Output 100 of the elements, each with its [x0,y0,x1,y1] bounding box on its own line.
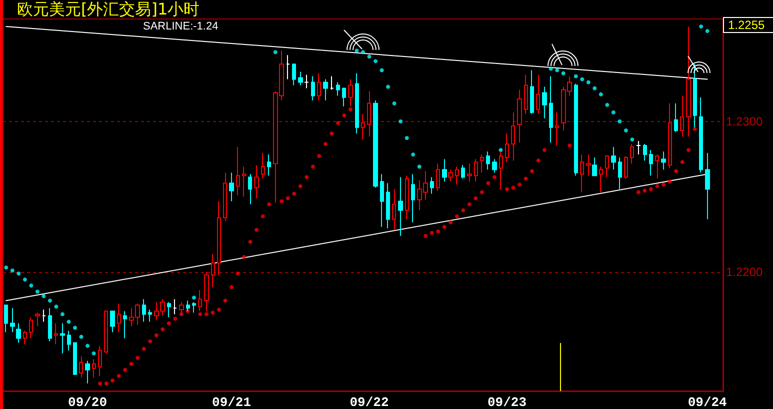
candlestick [455,166,459,186]
candlestick [248,174,252,205]
candlestick [668,102,672,169]
chart-title: 欧元美元[外汇交易]1小时 [17,0,200,18]
candlestick [286,54,290,80]
candlestick [505,132,509,163]
y-tick-label: 1.2300 [726,114,764,128]
candlestick [605,156,609,178]
candlestick [661,151,666,170]
candlestick [304,74,309,89]
candlestick [142,298,146,322]
candlestick [361,113,365,140]
candlestick [405,175,409,220]
candlestick [16,322,21,344]
candlestick [29,316,33,339]
candlestick [167,302,171,318]
candlestick [542,86,547,119]
candlestick [511,112,515,162]
candlestick [98,345,102,376]
candlestick [261,152,265,180]
candlestick [35,312,40,327]
candlestick [323,78,328,101]
candlestick [492,158,497,174]
candlestick [461,164,465,180]
candlestick [311,76,315,101]
candlestick [48,308,52,342]
candlestick [54,322,58,345]
candlestick [517,89,522,143]
candlestick [524,74,528,114]
candlestick [373,100,378,188]
candlestick [467,163,472,182]
candlestick [104,310,108,354]
text: 1.2255 [728,18,766,32]
candlestick [85,360,90,384]
x-tick-label: 09/23 [487,395,527,409]
candlestick [448,169,453,182]
candlestick [592,157,597,176]
candlestick [486,151,490,170]
candlestick [480,154,484,174]
candlestick [67,330,71,351]
candlestick [699,96,703,174]
candlestick [211,253,215,288]
candlestick [60,322,65,354]
candlestick [192,302,196,314]
x-tick-label: 09/20 [68,395,108,409]
candlestick [186,300,190,312]
candlestick [580,154,584,193]
candlestick [204,272,209,312]
candlestick [355,72,359,134]
candlestick [705,152,710,220]
candlestick [292,64,296,86]
candlestick [599,166,603,193]
x-tick-label: 09/21 [212,395,252,409]
candlestick [236,146,240,196]
candlestick [110,310,115,333]
candlestick [474,158,478,182]
candlestick [411,174,415,223]
candlestick [611,146,616,170]
candlestick [655,154,659,180]
candlestick [624,156,628,180]
candlestick [79,356,83,378]
candlestick [649,150,653,176]
candlestick [398,176,403,236]
candlestick [73,342,77,375]
candlestick [442,158,447,182]
candlestick [148,309,152,322]
candlestick [92,358,96,378]
candlestick [680,95,684,137]
y-tick-label: 1.2200 [726,265,764,280]
candlestick [23,330,27,345]
candlestick [123,310,127,339]
candlestick [229,172,234,202]
candlestick [549,76,553,143]
candlestick [686,26,691,137]
candlestick [392,188,396,230]
candlestick [267,154,271,176]
candlestick [430,176,434,194]
x-tick-label: 09/24 [688,395,728,409]
candlestick [380,174,384,228]
candlestick [530,70,534,114]
candlestick [173,298,177,315]
candlestick [317,72,321,101]
candlestick [10,308,15,333]
annotation: SARLINE:-1.24 [143,20,218,32]
candlestick [367,90,371,137]
candlestick [242,166,246,198]
candlestick [117,303,121,333]
candlestick [330,76,334,90]
candlestick [254,164,259,199]
candlestick [436,163,440,192]
candlestick [536,74,540,114]
candlestick [555,112,559,146]
candlestick [179,302,184,315]
candlestick [298,71,303,86]
x-tick-label: 09/22 [350,395,389,409]
candlestick [4,304,8,333]
candlestick [336,82,340,96]
candlestick [643,144,647,162]
candlestick [42,309,46,322]
candlestick [674,102,678,132]
